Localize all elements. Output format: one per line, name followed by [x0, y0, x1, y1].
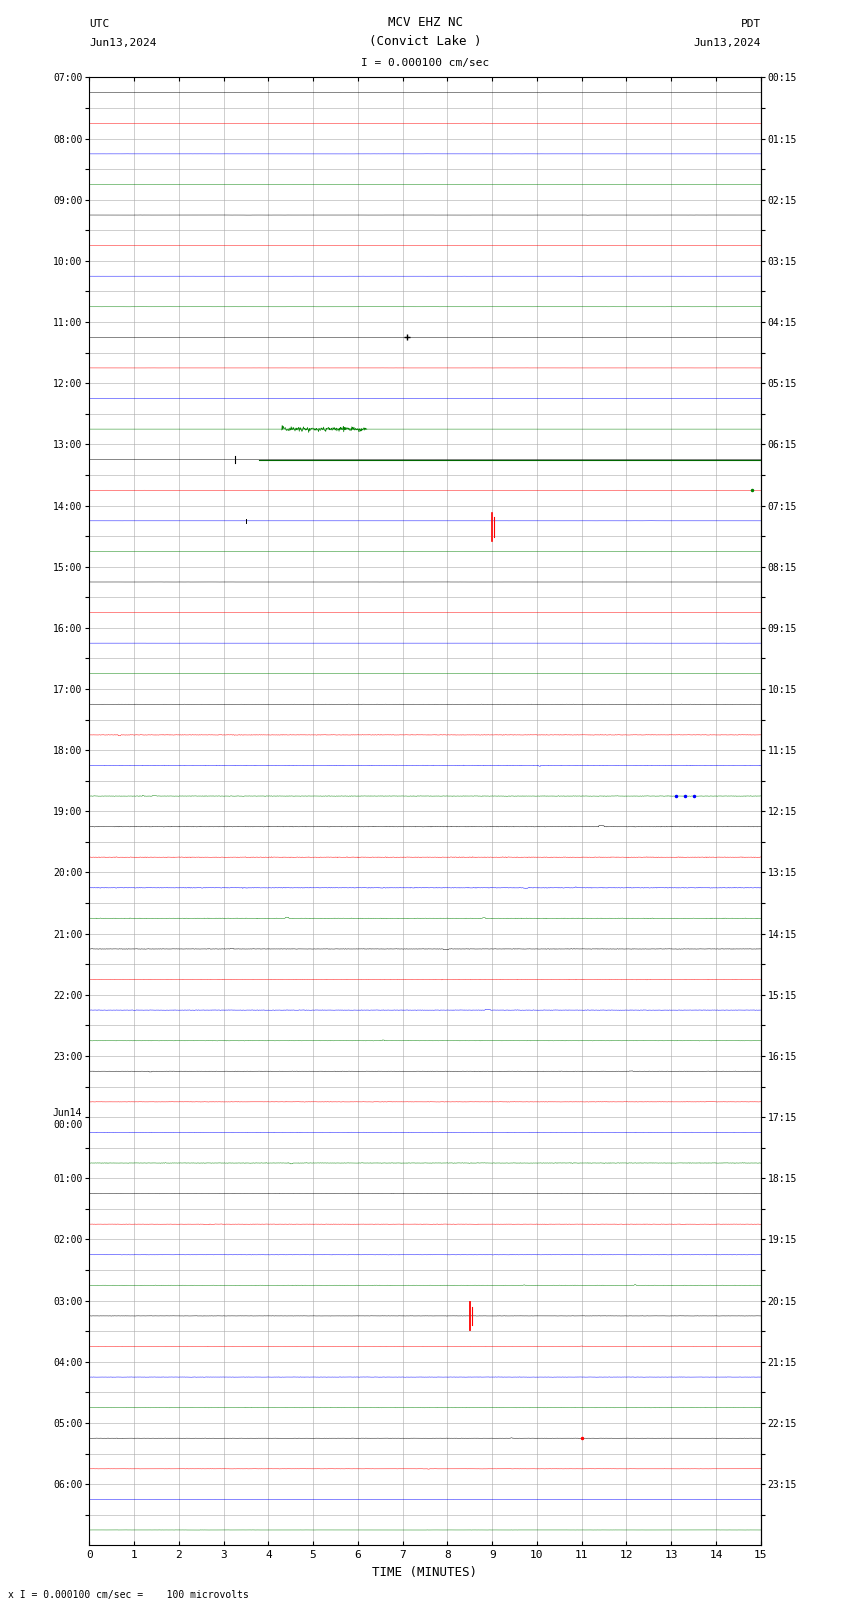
Text: UTC: UTC [89, 19, 110, 29]
Text: PDT: PDT [740, 19, 761, 29]
Text: x I = 0.000100 cm/sec =    100 microvolts: x I = 0.000100 cm/sec = 100 microvolts [8, 1590, 249, 1600]
X-axis label: TIME (MINUTES): TIME (MINUTES) [372, 1566, 478, 1579]
Text: Jun13,2024: Jun13,2024 [89, 39, 156, 48]
Text: (Convict Lake ): (Convict Lake ) [369, 35, 481, 48]
Text: Jun13,2024: Jun13,2024 [694, 39, 761, 48]
Text: I = 0.000100 cm/sec: I = 0.000100 cm/sec [361, 58, 489, 68]
Text: MCV EHZ NC: MCV EHZ NC [388, 16, 462, 29]
